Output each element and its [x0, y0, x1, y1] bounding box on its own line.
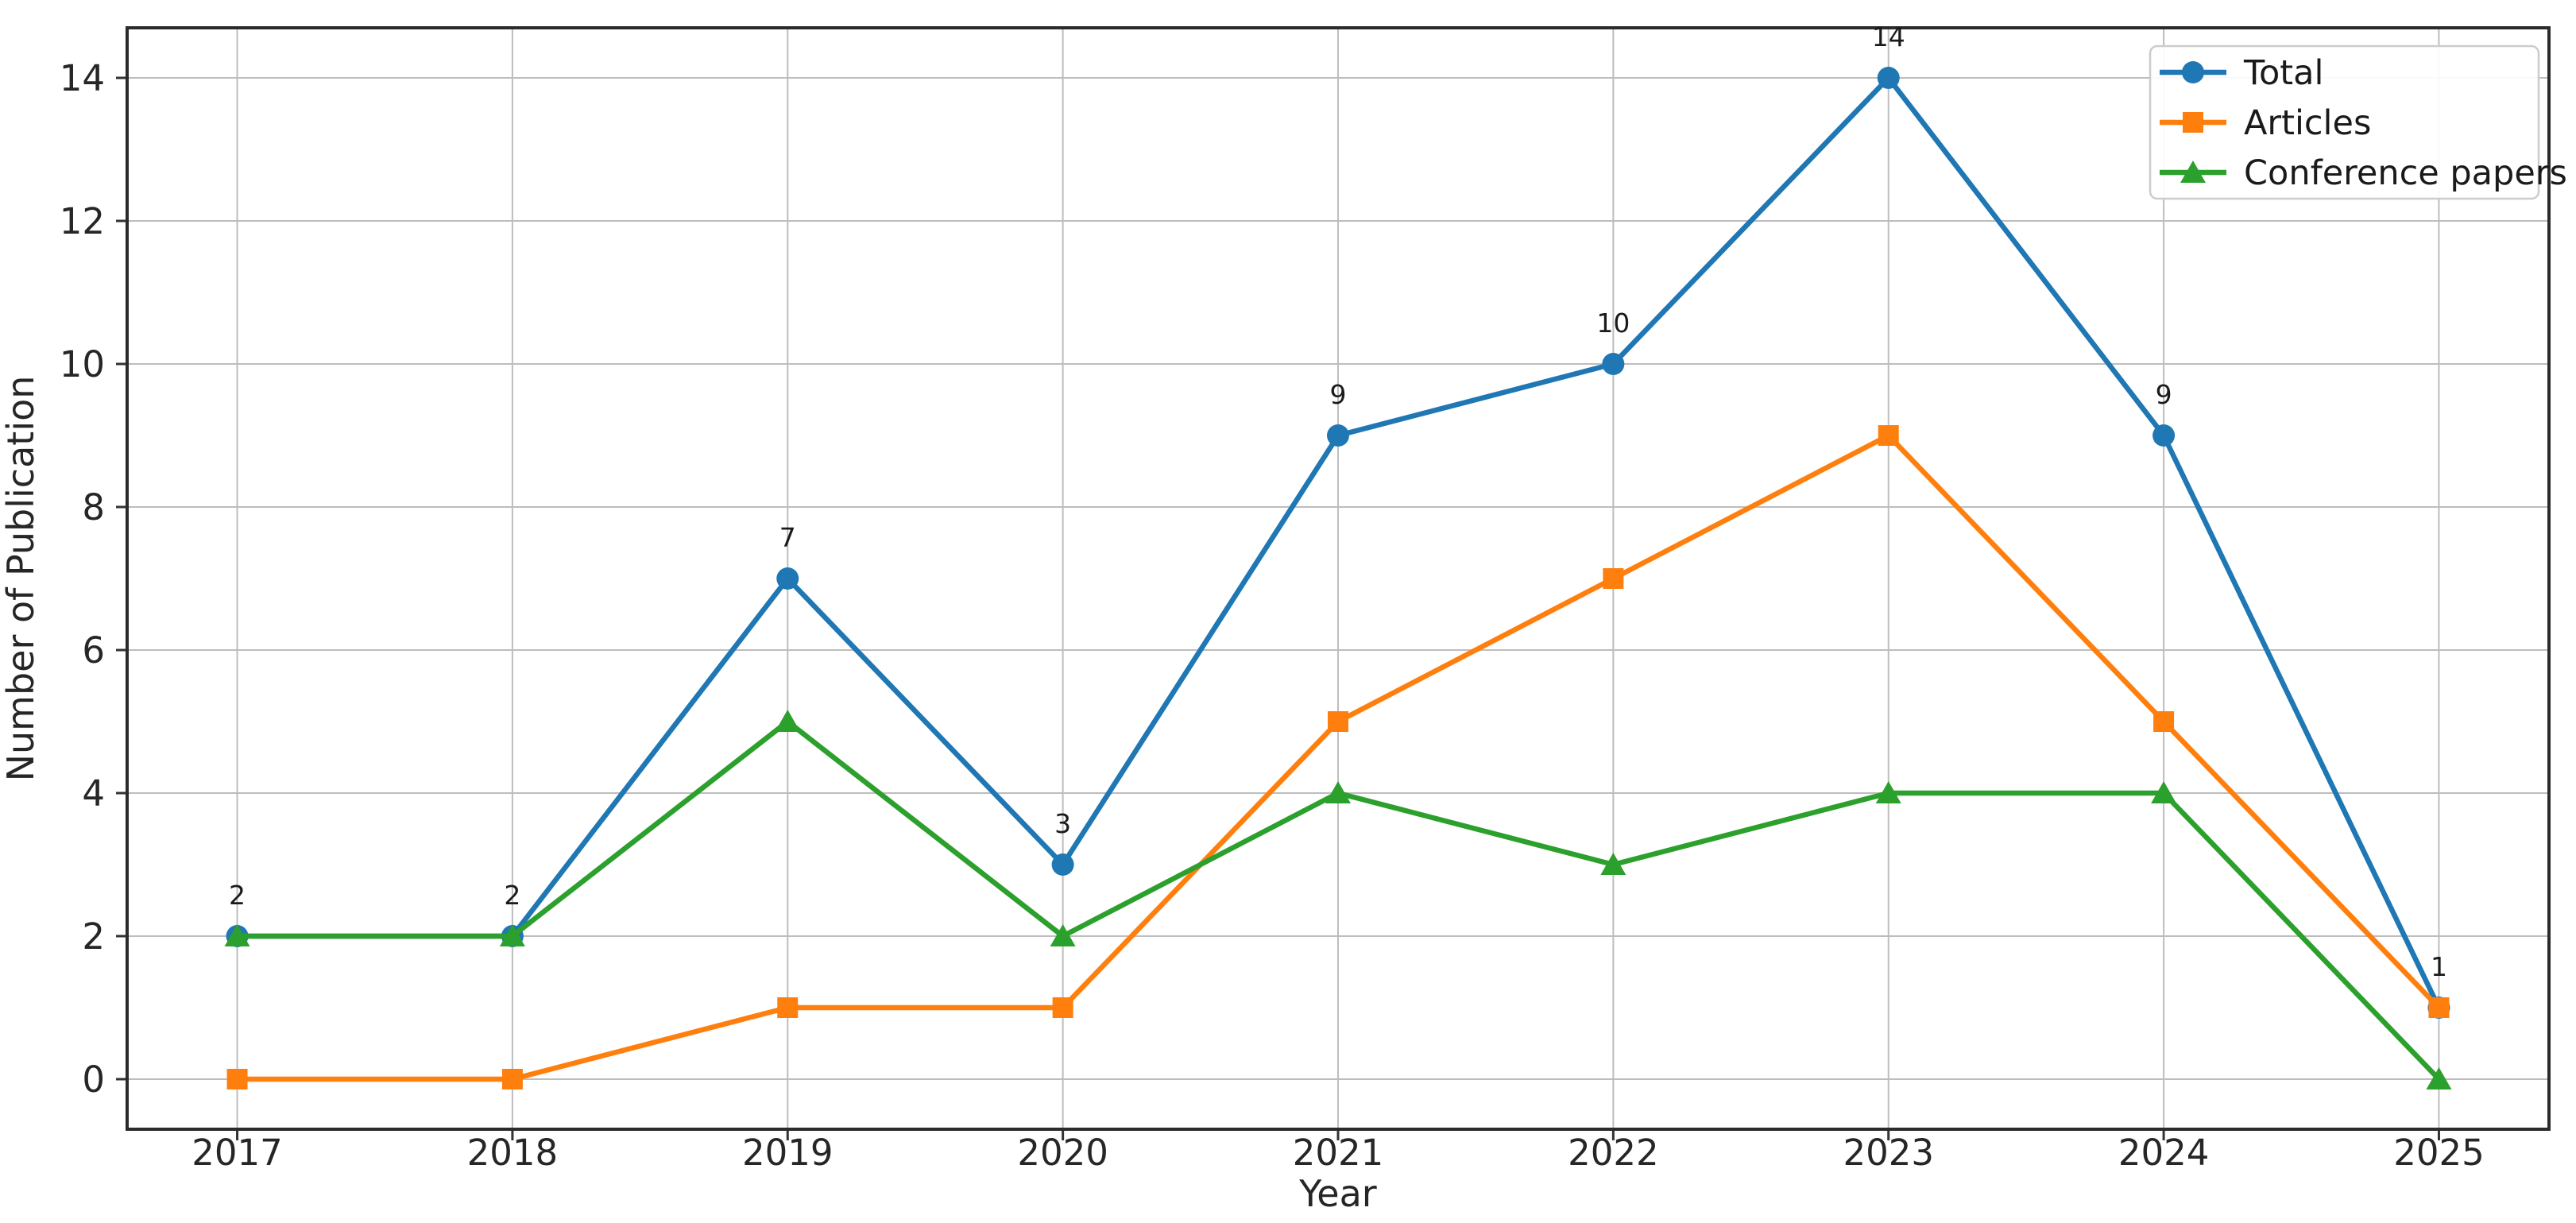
- marker-articles-2021: [1328, 711, 1348, 732]
- legend-item-articles: Articles: [2160, 103, 2371, 143]
- x-tick-label-2021: 2021: [1293, 1132, 1384, 1174]
- annotation-2018: 2: [504, 880, 520, 911]
- marker-articles-2018: [501, 1069, 523, 1089]
- annotation-2022: 10: [1596, 308, 1630, 339]
- legend-marker-conference-papers: [2180, 161, 2206, 183]
- legend-label-articles: Articles: [2244, 103, 2371, 143]
- annotation-2021: 9: [1330, 379, 1347, 410]
- annotation-2019: 7: [779, 522, 796, 553]
- axes-ticks: 2017 2018 2019 2020 2021 2022 2023 2024 2025 0 2 4 6…: [60, 57, 2485, 1174]
- marker-conference-papers-2025: [2426, 1067, 2452, 1089]
- marker-conference-papers-2023: [1875, 781, 1901, 803]
- marker-articles-2022: [1603, 568, 1624, 589]
- annotation-2020: 3: [1054, 808, 1071, 839]
- marker-total-2019: [776, 567, 799, 590]
- annotation-2023: 14: [1872, 21, 1905, 52]
- series-conference-papers: [224, 710, 2452, 1089]
- marker-conference-papers-2018: [499, 924, 525, 946]
- legend-item-conference-papers: Conference papers: [2160, 153, 2567, 193]
- x-tick-label-2019: 2019: [742, 1132, 834, 1174]
- y-tick-label-6: 6: [82, 629, 105, 671]
- marker-articles-2024: [2153, 711, 2175, 732]
- legend-item-total: Total: [2160, 53, 2323, 93]
- y-tick-label-14: 14: [60, 57, 105, 99]
- x-axis-title: Year: [1298, 1172, 1376, 1215]
- marker-conference-papers-2021: [1325, 781, 1351, 803]
- annotation-2024: 9: [2156, 379, 2172, 410]
- marker-conference-papers-2019: [775, 710, 801, 732]
- marker-conference-papers-2017: [224, 924, 250, 946]
- y-axis-title: Number of Publication: [0, 376, 42, 782]
- x-tick-label-2023: 2023: [1843, 1132, 1934, 1174]
- series-articles: [226, 425, 2450, 1089]
- marker-total-2020: [1051, 853, 1074, 876]
- marker-articles-2023: [1878, 425, 1899, 446]
- marker-conference-papers-2020: [1050, 924, 1076, 946]
- legend-marker-articles: [2183, 112, 2203, 133]
- x-tick-label-2022: 2022: [1568, 1132, 1659, 1174]
- marker-total-2023: [1877, 67, 1900, 89]
- marker-articles-2025: [2428, 997, 2450, 1018]
- marker-total-2022: [1602, 353, 1625, 375]
- legend-marker-total: [2182, 61, 2204, 83]
- y-tick-label-2: 2: [82, 915, 105, 958]
- x-tick-label-2024: 2024: [2118, 1132, 2210, 1174]
- plot-border: [126, 26, 2551, 1131]
- x-tick-label-2018: 2018: [467, 1132, 559, 1174]
- y-tick-label-4: 4: [82, 772, 105, 815]
- x-tick-label-2025: 2025: [2393, 1132, 2485, 1174]
- y-tick-label-12: 12: [60, 200, 105, 242]
- y-tick-label-0: 0: [82, 1059, 105, 1101]
- y-tick-label-10: 10: [60, 343, 105, 385]
- legend-label-total: Total: [2243, 53, 2323, 93]
- annotation-2025: 1: [2431, 951, 2447, 982]
- x-tick-label-2017: 2017: [191, 1132, 283, 1174]
- marker-total-2024: [2152, 424, 2176, 447]
- grid: [127, 28, 2549, 1129]
- data-labels: 2 2 7 3 9 10 14 9 1: [229, 21, 2447, 982]
- legend: Total Articles Conference papers: [2149, 45, 2567, 200]
- x-tick-label-2020: 2020: [1017, 1132, 1108, 1174]
- marker-articles-2019: [777, 997, 799, 1018]
- marker-conference-papers-2022: [1600, 853, 1626, 875]
- marker-total-2021: [1327, 424, 1349, 447]
- marker-articles-2020: [1052, 997, 1073, 1018]
- annotation-2017: 2: [229, 880, 246, 911]
- legend-box: [2149, 45, 2540, 200]
- marker-articles-2017: [226, 1069, 248, 1089]
- legend-label-conference-papers: Conference papers: [2244, 153, 2567, 193]
- y-tick-label-8: 8: [82, 486, 105, 528]
- marker-conference-papers-2024: [2151, 781, 2177, 803]
